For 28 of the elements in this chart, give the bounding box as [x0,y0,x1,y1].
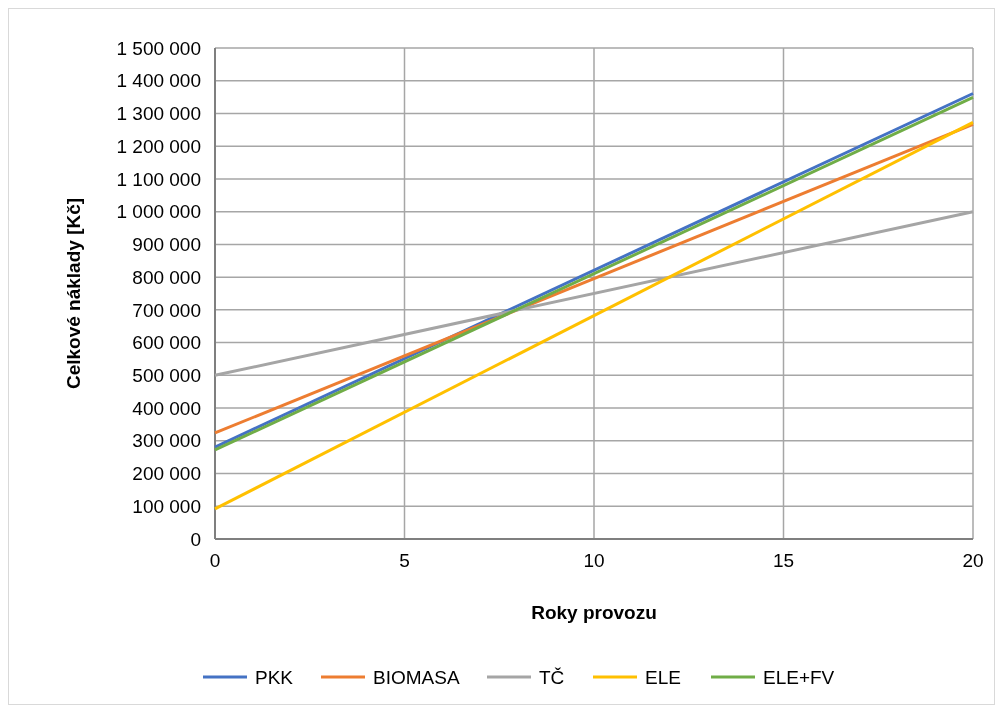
legend-label: PKK [255,666,294,688]
y-tick-label: 700 000 [132,299,201,321]
x-tick-label: 15 [772,550,795,571]
y-tick-label: 1 100 000 [116,168,201,190]
y-tick-label: 1 400 000 [116,70,201,92]
y-tick-label: 400 000 [132,397,201,419]
y-tick-label: 1 000 000 [116,201,201,223]
y-tick-label: 1 500 000 [116,37,201,59]
x-axis-title: Roky provozu [531,602,657,623]
legend-label: BIOMASA [373,666,460,688]
y-tick-label: 100 000 [132,495,201,517]
legend-label: TČ [539,666,565,688]
y-tick-label: 300 000 [132,430,201,452]
x-tick-label: 5 [399,550,410,571]
y-tick-label: 1 300 000 [116,103,201,125]
x-tick-label: 10 [583,550,605,571]
x-tick-label: 0 [209,550,221,571]
y-tick-label: 600 000 [132,332,201,354]
y-axis-title: Celkové náklady [Kč] [63,197,84,390]
x-tick-label: 20 [962,550,984,571]
y-tick-label: 1 200 000 [116,135,201,157]
legend-label: ELE+FV [763,666,835,688]
y-tick-label: 200 000 [132,463,201,485]
y-tick-label: 500 000 [132,364,201,386]
y-tick-label: 0 [190,528,201,550]
legend-label: ELE [645,666,681,688]
y-tick-label: 800 000 [132,266,201,288]
y-tick-label: 900 000 [132,234,201,256]
